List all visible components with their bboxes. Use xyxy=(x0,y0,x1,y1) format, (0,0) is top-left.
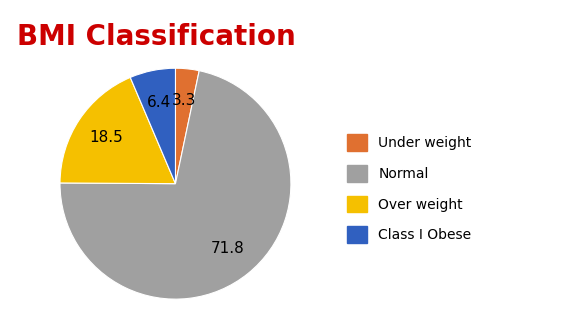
Legend: Under weight, Normal, Over weight, Class I Obese: Under weight, Normal, Over weight, Class… xyxy=(346,134,471,243)
Wedge shape xyxy=(175,68,199,184)
Wedge shape xyxy=(60,71,291,299)
Text: 71.8: 71.8 xyxy=(211,241,245,256)
Text: 3.3: 3.3 xyxy=(172,93,196,109)
Text: 18.5: 18.5 xyxy=(89,130,123,145)
Text: 6.4: 6.4 xyxy=(147,95,171,110)
Wedge shape xyxy=(130,68,175,184)
Text: BMI Classification: BMI Classification xyxy=(17,23,295,51)
Wedge shape xyxy=(60,77,175,184)
